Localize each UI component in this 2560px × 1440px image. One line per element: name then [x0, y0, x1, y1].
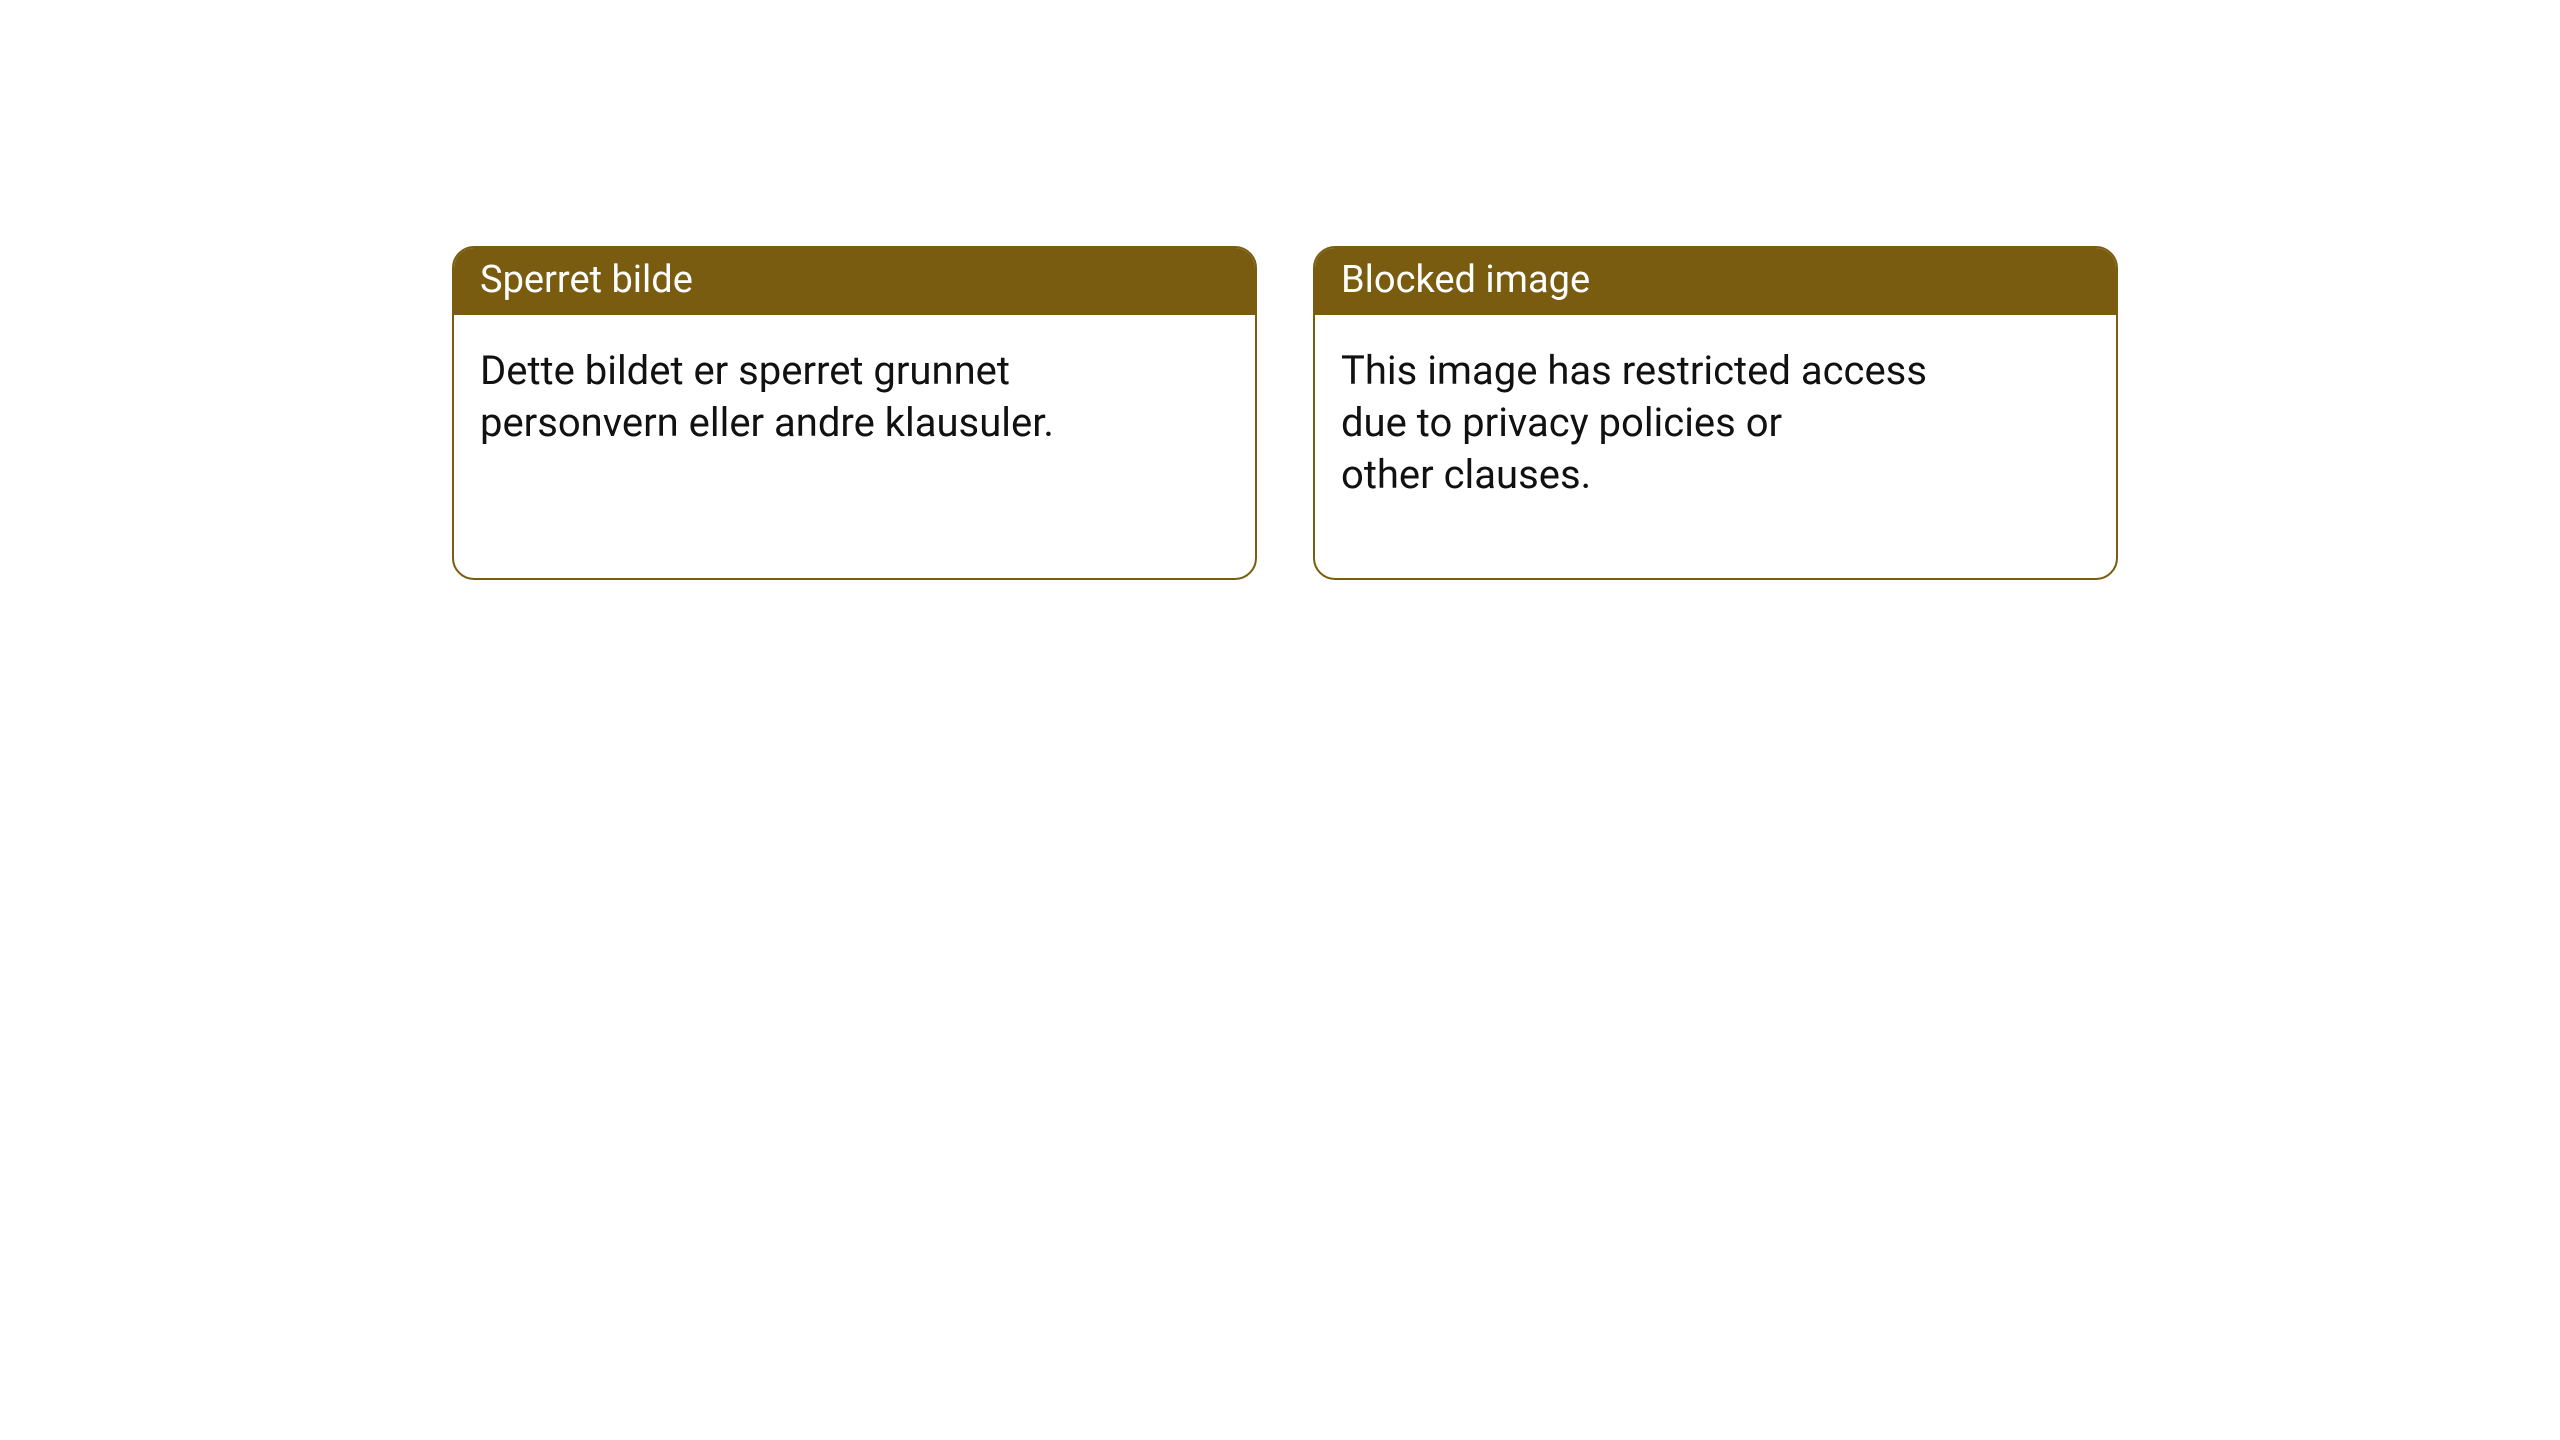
card-body: Dette bildet er sperret grunnet personve…: [454, 315, 1255, 469]
notice-cards-row: Sperret bilde Dette bildet er sperret gr…: [452, 246, 2118, 580]
blocked-image-card-no: Sperret bilde Dette bildet er sperret gr…: [452, 246, 1257, 580]
card-header: Sperret bilde: [454, 248, 1255, 315]
card-header: Blocked image: [1315, 248, 2116, 315]
card-body: This image has restricted access due to …: [1315, 315, 2116, 521]
blocked-image-card-en: Blocked image This image has restricted …: [1313, 246, 2118, 580]
